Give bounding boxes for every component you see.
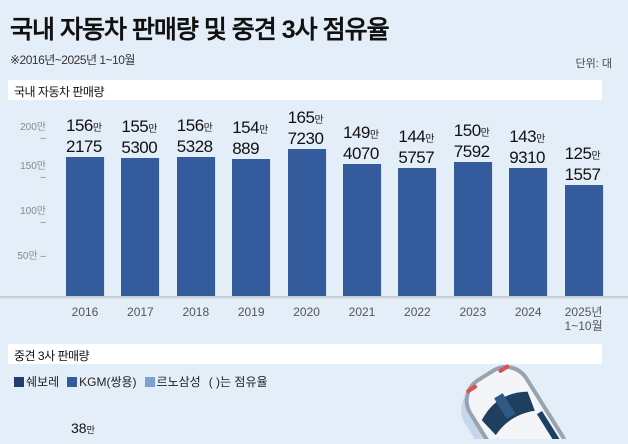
x-axis-baseline bbox=[0, 296, 628, 299]
page-title: 국내 자동차 판매량 및 중견 3사 점유율 bbox=[10, 16, 390, 44]
y-tick-150: 150만 bbox=[12, 157, 46, 183]
legend-swatch bbox=[144, 376, 155, 387]
legend-swatch bbox=[14, 376, 24, 387]
legend: 쉐보레 KGM(쌍용) 르노삼성 ( )는 점유율 bbox=[14, 373, 268, 390]
bar-2018 bbox=[176, 157, 215, 297]
x-tick-label: 2025년 1~10월 bbox=[564, 305, 603, 333]
y-tick-200: 200만 bbox=[12, 118, 46, 144]
bar-value-label: 165만 7230 bbox=[287, 108, 324, 148]
bar-value-label: 155만 5300 bbox=[121, 117, 158, 158]
bar-value-label: 149만 4070 bbox=[343, 122, 380, 163]
period-note: ※2016년~2025년 1~10월 bbox=[10, 53, 135, 67]
x-tick-label: 2019 bbox=[237, 305, 265, 319]
bar-value-label: 156만 5328 bbox=[176, 116, 213, 157]
x-tick-label: 2020 bbox=[293, 305, 320, 319]
bar-value-label: 156만 2175 bbox=[66, 116, 103, 157]
lower-chart-first-value: 38만 bbox=[71, 420, 95, 436]
bar-2021 bbox=[343, 163, 381, 297]
x-tick-label: 2022 bbox=[404, 305, 431, 319]
legend-note: ( )는 점유율 bbox=[208, 375, 268, 389]
legend-item-renault: 르노삼성 bbox=[144, 373, 201, 390]
x-tick-label: 2021 bbox=[348, 305, 376, 319]
bar-2017 bbox=[121, 158, 160, 297]
bar-value-label: 150만 7592 bbox=[453, 121, 490, 162]
bar-value-label: 125만 1557 bbox=[564, 144, 601, 185]
bar-value-label: 144만 5757 bbox=[398, 126, 435, 167]
bar-2020 bbox=[287, 149, 326, 297]
bar-value-label: 154만 889 bbox=[232, 118, 269, 159]
section-title: 국내 자동차 판매량 bbox=[14, 85, 105, 99]
bar-2024 bbox=[509, 168, 548, 297]
section-title: 중견 3사 판매량 bbox=[14, 349, 90, 363]
section-header-domestic-sales: 국내 자동차 판매량 bbox=[8, 80, 602, 100]
bar-2023 bbox=[453, 162, 492, 297]
x-tick-label: 2017 bbox=[127, 305, 154, 319]
bar-2022 bbox=[398, 167, 437, 297]
unit-label: 단위: 대 bbox=[575, 58, 612, 70]
legend-swatch bbox=[67, 376, 78, 387]
bar-2025년 bbox=[564, 185, 603, 297]
car-illustration-icon bbox=[440, 345, 580, 444]
x-tick-label: 2024 bbox=[514, 305, 542, 319]
legend-item-chevrolet: 쉐보레 bbox=[14, 373, 59, 390]
y-tick-50: 50만 bbox=[12, 247, 46, 262]
bar-2016 bbox=[66, 157, 104, 297]
x-tick-label: 2016 bbox=[71, 305, 99, 319]
section-header-midsize-sales: 중견 3사 판매량 bbox=[8, 344, 602, 364]
x-tick-label: 2023 bbox=[459, 305, 487, 319]
y-tick-100: 100만 bbox=[12, 202, 46, 228]
x-tick-label: 2018 bbox=[182, 305, 210, 319]
bar-2019 bbox=[232, 159, 271, 297]
bar-value-label: 143만 9310 bbox=[509, 127, 546, 168]
legend-item-kgm: KGM(쌍용) bbox=[67, 373, 137, 390]
